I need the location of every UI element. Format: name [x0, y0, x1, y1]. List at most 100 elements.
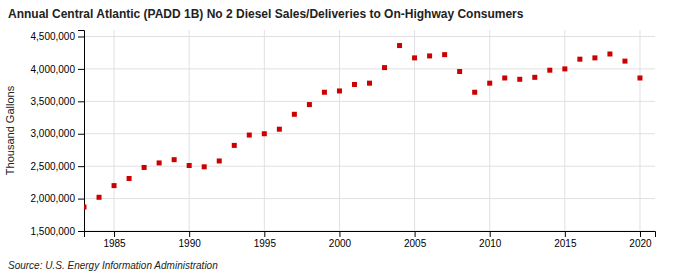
point [84, 205, 87, 210]
tick: 2,500,000 [31, 161, 85, 172]
tick-label: 1990 [179, 238, 202, 249]
point [592, 55, 597, 60]
grid [84, 30, 655, 231]
point [217, 158, 222, 163]
tick: 1,500,000 [31, 226, 85, 237]
tick: 3,000,000 [31, 128, 85, 139]
point [472, 90, 477, 95]
point [277, 127, 282, 132]
tick-mark [78, 101, 84, 102]
point [427, 53, 432, 58]
tick-label: 2,000,000 [31, 193, 76, 204]
tick: 4,000,000 [31, 64, 85, 75]
grid-line-x [339, 30, 340, 231]
axis-line [78, 31, 85, 232]
tick-mark [78, 36, 84, 37]
tick: 2000 [329, 231, 352, 249]
tick: 1990 [179, 231, 202, 249]
point [247, 133, 252, 138]
tick-label: 2005 [404, 238, 427, 249]
grid-line-x [264, 30, 265, 231]
tick-mark [189, 231, 190, 237]
grid-line-y [84, 36, 655, 37]
point [577, 57, 582, 62]
point [637, 75, 642, 80]
axis-line [85, 232, 656, 238]
tick-label: 2015 [554, 238, 577, 249]
tick-mark [78, 166, 84, 167]
grid-line-y [84, 133, 655, 134]
tick-mark [490, 231, 491, 237]
tick-mark [78, 69, 84, 70]
point [352, 82, 357, 87]
point [157, 160, 162, 165]
point [502, 75, 507, 80]
point [172, 157, 177, 162]
tick: 2015 [554, 231, 577, 249]
point [127, 176, 132, 181]
grid-line-x [114, 30, 115, 231]
source: Source: U.S. Energy Information Administ… [8, 260, 218, 271]
tick-mark [78, 231, 84, 232]
point [262, 131, 267, 136]
grid-line-y [84, 166, 655, 167]
grid-line-x [639, 30, 640, 231]
tick-label: 2000 [329, 238, 352, 249]
tick: 2020 [629, 231, 652, 249]
tick-label: 4,000,000 [31, 64, 76, 75]
point [232, 143, 237, 148]
tick-label: 3,000,000 [31, 128, 76, 139]
point [337, 88, 342, 93]
point [517, 77, 522, 82]
point [142, 165, 147, 170]
point [397, 43, 402, 48]
tick-label: 2020 [629, 238, 652, 249]
tick-label: 2,500,000 [31, 161, 76, 172]
point [532, 75, 537, 80]
x-axis: 1985 1990 1995 2000 2005 2010 2015 2020 [85, 231, 656, 249]
chart: 1985 1990 1995 2000 2005 2010 2015 2020 1,500,00… [0, 0, 675, 275]
grid-line-x [189, 30, 190, 231]
tick: 2,000,000 [31, 193, 85, 204]
point [367, 81, 372, 86]
points [84, 43, 642, 209]
grid-line-x [564, 30, 565, 231]
title: Annual Central Atlantic (PADD 1B) No 2 D… [8, 7, 524, 21]
tick: 1985 [103, 231, 126, 249]
tick-mark [415, 231, 416, 237]
plot: 1985 1990 1995 2000 2005 2010 2015 2020 1,500,00… [31, 30, 656, 249]
point [187, 163, 192, 168]
tick-label: 1985 [103, 238, 126, 249]
point [442, 52, 447, 57]
point [487, 81, 492, 86]
tick: 2005 [404, 231, 427, 249]
point [607, 51, 612, 56]
tick-label: 2010 [479, 238, 502, 249]
point [112, 183, 117, 188]
point [412, 55, 417, 60]
tick-mark [78, 134, 84, 135]
grid-line-x [489, 30, 490, 231]
tick-mark [78, 199, 84, 200]
point [562, 66, 567, 71]
tick: 2010 [479, 231, 502, 249]
point [622, 59, 627, 64]
grid-line-y [84, 68, 655, 69]
point [457, 69, 462, 74]
y-axis-label: Thousand Gallons [4, 85, 16, 175]
point [202, 164, 207, 169]
grid-line-y [84, 198, 655, 199]
tick-mark [339, 231, 340, 237]
tick: 4,500,000 [31, 31, 85, 42]
point [97, 195, 102, 200]
tick-mark [640, 231, 641, 237]
grid-line-y [84, 101, 655, 102]
tick: 1995 [254, 231, 277, 249]
tick-label: 4,500,000 [31, 31, 76, 42]
tick: 3,500,000 [31, 96, 85, 107]
y-axis: 1,500,000 2,000,000 2,500,000 3,000,000 3,50… [31, 31, 85, 237]
tick-label: 1,500,000 [31, 226, 76, 237]
point [382, 65, 387, 70]
tick-label: 3,500,000 [31, 96, 76, 107]
point [547, 68, 552, 73]
